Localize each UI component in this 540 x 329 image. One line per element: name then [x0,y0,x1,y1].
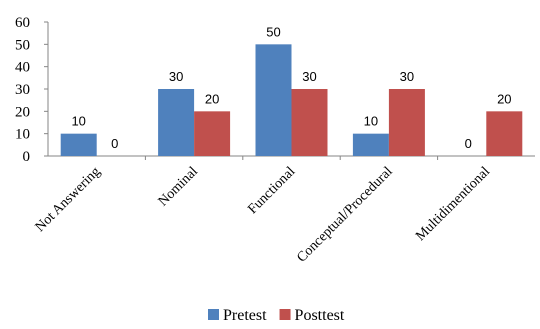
data-label: 50 [266,24,280,39]
category-labels: Not Answering Nominal FunctionalConceptual… [33,164,494,265]
category-label: Multidimentional [413,164,493,244]
legend-label-pretest: Pretest [223,307,267,324]
y-tick-label: 50 [15,37,30,53]
bar-posttest-3 [388,89,425,156]
data-label: 20 [497,91,511,106]
data-label: 30 [302,69,316,84]
legend-swatch-pretest [208,309,219,320]
bar-pretest-2 [255,44,292,157]
y-tick-label: 30 [15,82,30,98]
category-label: Not Answering [33,164,104,235]
data-label: 10 [364,114,378,129]
bar-posttest-1 [194,111,231,156]
y-tick-label: 40 [15,60,30,76]
data-label: 20 [205,91,219,106]
y-tick-label: 10 [15,127,30,143]
bar-pretest-0 [60,133,97,156]
legend-swatch-posttest [279,309,291,320]
y-tick-label: 60 [15,15,30,31]
bar-pretest-1 [158,89,195,156]
y-tick-label: 0 [23,149,31,165]
bar-posttest-4 [486,111,523,156]
y-tick-label: 20 [15,104,30,120]
data-label: 0 [111,136,118,151]
bars [60,44,523,157]
y-axis-ticks: 0 10 20 30 40 50 60 [15,15,48,165]
data-labels: 10 30 50 10 0 0 20 30 30 20 [71,24,511,151]
data-label: 30 [169,69,183,84]
bar-posttest-2 [291,89,328,156]
legend: Pretest Posttest [208,307,345,324]
data-label: 10 [71,114,85,129]
category-label: Conceptual/Procedural [294,164,395,265]
data-label: 0 [465,136,472,151]
data-label: 30 [400,69,414,84]
legend-label-posttest: Posttest [295,307,345,324]
category-label: Functional [245,164,298,217]
bar-pretest-3 [352,133,389,156]
category-label: Nominal [156,164,201,209]
